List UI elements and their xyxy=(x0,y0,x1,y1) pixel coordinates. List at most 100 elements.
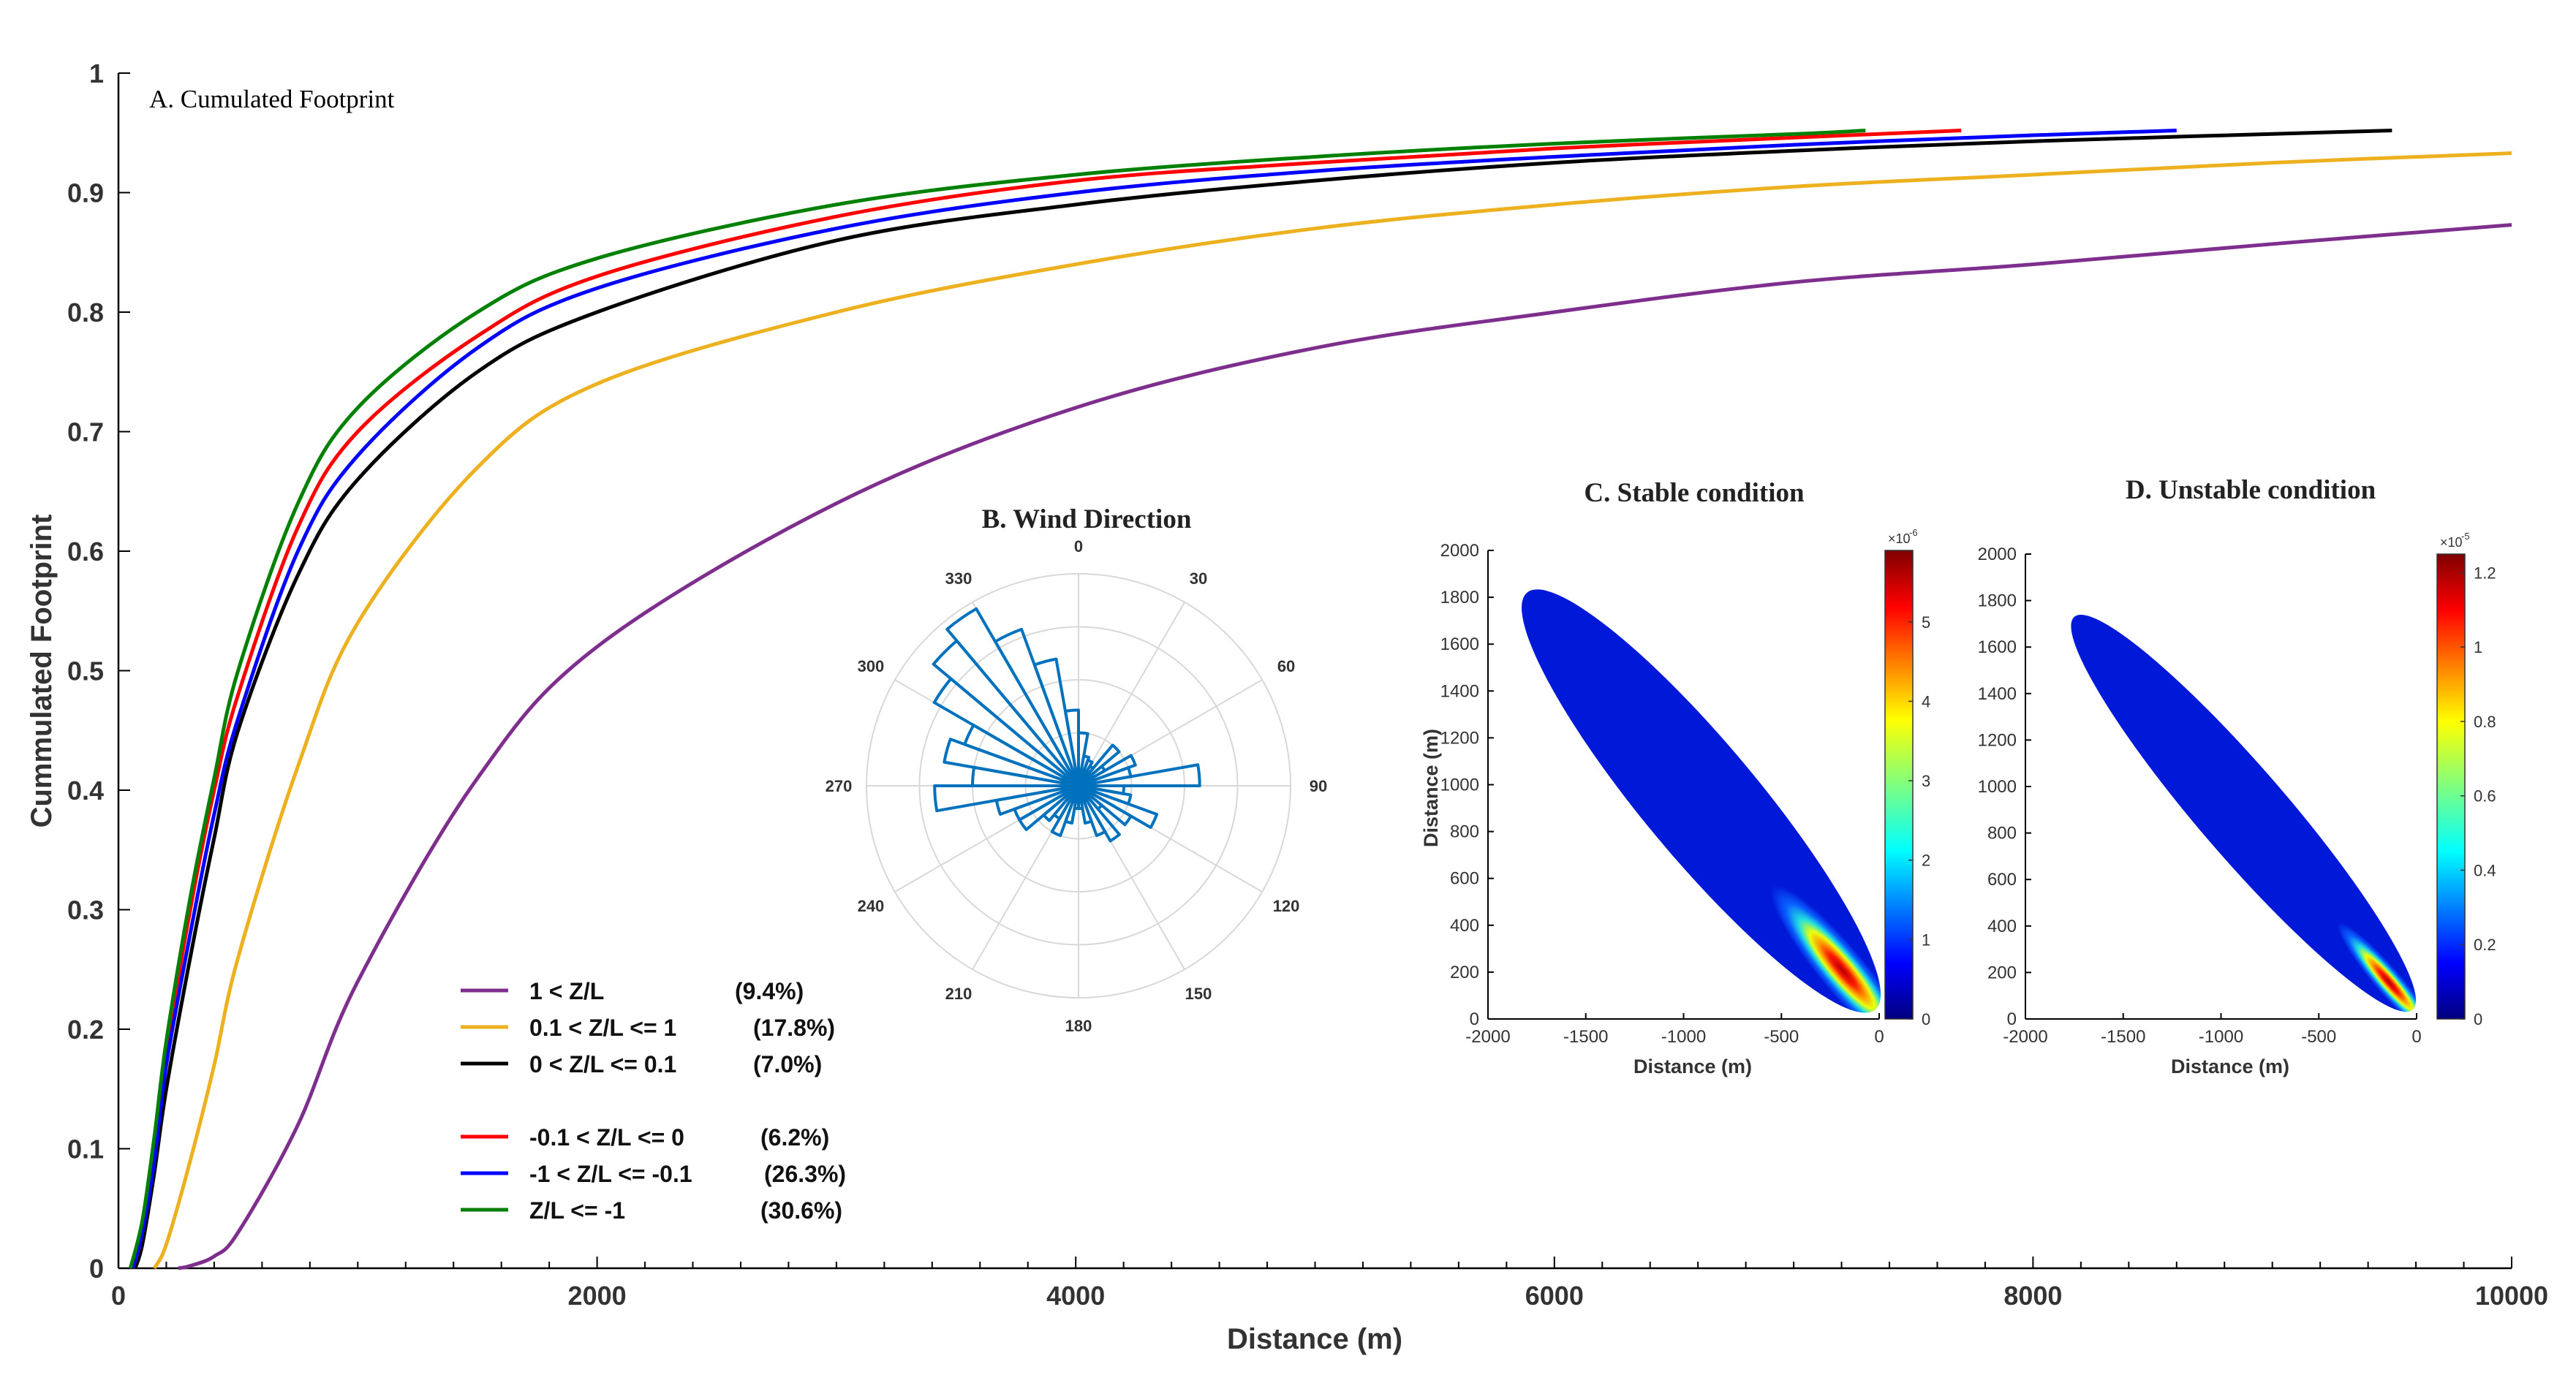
y-tick-label: 200 xyxy=(1987,963,2017,982)
legend-label-5: Z/L <= -1 xyxy=(529,1197,625,1224)
polar-spoke xyxy=(1078,602,1185,787)
y-tick-label: 0.9 xyxy=(67,178,104,208)
series-line-4 xyxy=(131,128,2177,1269)
series-line-3 xyxy=(131,128,1962,1269)
x-tick-label: 6000 xyxy=(1525,1281,1584,1311)
legend-label-4: -1 < Z/L <= -0.1 xyxy=(529,1161,692,1187)
angle-label: 60 xyxy=(1277,657,1295,675)
legend-label-2: 0 < Z/L <= 0.1 xyxy=(529,1051,676,1077)
y-tick-label: 2000 xyxy=(1978,545,2017,564)
panel-a-y-label: Cummulated Footprint xyxy=(26,515,58,828)
x-tick-label: 10000 xyxy=(2475,1281,2548,1311)
colorbar-tick-label: 0.4 xyxy=(2474,861,2496,879)
direction-bin-2 xyxy=(1077,758,1094,787)
panel-a-legend: 1 < Z/L (9.4%) 0.1 < Z/L <= 1 (17.8%) 0 < Z/… xyxy=(461,978,846,1224)
y-tick-label: 0 xyxy=(2007,1009,2017,1029)
direction-bin-28 xyxy=(943,738,1080,787)
y-tick-label: 800 xyxy=(1450,822,1479,842)
colorbar-tick-label: 4 xyxy=(1922,692,1930,711)
legend-share-3: (6.2%) xyxy=(760,1124,829,1151)
angle-label: 210 xyxy=(945,985,972,1003)
x-tick-label: -1500 xyxy=(2101,1027,2145,1047)
y-tick-label: 0.1 xyxy=(67,1134,104,1164)
panel-a-title: A. Cumulated Footprint xyxy=(149,85,395,113)
direction-bin-20 xyxy=(1050,784,1080,838)
footprint-plume xyxy=(2071,614,2417,1012)
direction-bin-12 xyxy=(1077,784,1133,827)
colorbar-tick-label: 0 xyxy=(2474,1010,2482,1028)
wind-direction-panel: B. Wind Direction 0 30 60 90 120 150 180 210 240… xyxy=(826,504,1328,1035)
y-tick-label: 1800 xyxy=(1978,591,2017,611)
panel-a-y-ticks: 0 0.1 0.2 0.3 0.4 0.5 0.6 0.7 0.8 0.9 1 xyxy=(67,58,130,1284)
angle-label: 270 xyxy=(826,777,853,795)
direction-bin-8 xyxy=(1077,763,1201,787)
angle-label: 240 xyxy=(858,897,885,915)
series-line-0 xyxy=(178,223,2512,1270)
panel-b-angle-labels: 0 30 60 90 120 150 180 210 240 270 300 330 xyxy=(826,537,1328,1035)
x-tick-label: -2000 xyxy=(2003,1027,2047,1047)
panel-c-axes: -2000 -1500 -1000 -500 0 0 200 400 600 800 1000 120… xyxy=(1440,541,1884,1047)
x-tick-label: 4000 xyxy=(1046,1281,1105,1311)
direction-bin-32 xyxy=(945,607,1080,787)
colorbar-tick-label: 0.6 xyxy=(2474,787,2496,806)
colorbar-tick-label: 2 xyxy=(1922,852,1930,870)
panel-d-heatmap xyxy=(2071,614,2417,1012)
panel-c-colorbar: 0 1 2 3 4 5 ×10-6 xyxy=(1884,527,1930,1028)
series-line-1 xyxy=(152,151,2512,1270)
panel-b-direction-bins xyxy=(932,607,1201,843)
x-tick-label: -500 xyxy=(1764,1027,1799,1047)
panel-c-title: C. Stable condition xyxy=(1584,478,1805,508)
y-tick-label: 0.5 xyxy=(67,656,104,686)
panel-c-x-label: Distance (m) xyxy=(1633,1056,1752,1077)
x-tick-label: 0 xyxy=(1874,1027,1884,1047)
unstable-footprint-panel: D. Unstable condition -2000 -1500 -1000 -50… xyxy=(1978,475,2496,1077)
direction-bin-16 xyxy=(1077,784,1093,825)
y-tick-label: 1000 xyxy=(1978,777,2017,797)
y-tick-label: 600 xyxy=(1450,869,1479,889)
colorbar-tick-label: 1.2 xyxy=(2474,564,2496,582)
panel-a-x-label: Distance (m) xyxy=(1227,1323,1402,1355)
legend-label-1: 0.1 < Z/L <= 1 xyxy=(529,1015,676,1041)
angle-label: 180 xyxy=(1065,1017,1092,1035)
direction-bin-35 xyxy=(1064,708,1080,787)
direction-bin-4 xyxy=(1077,743,1121,787)
x-tick-label: 8000 xyxy=(2003,1281,2062,1311)
y-tick-label: 400 xyxy=(1450,916,1479,936)
panel-d-axes: -2000 -1500 -1000 -500 0 0 200 400 600 800 1000 120… xyxy=(1978,545,2422,1047)
y-tick-label: 1400 xyxy=(1440,681,1479,701)
panel-d-title: D. Unstable condition xyxy=(2126,475,2376,505)
colorbar-tick-label: 3 xyxy=(1922,772,1930,790)
legend-share-2: (7.0%) xyxy=(753,1051,822,1077)
y-tick-label: 1600 xyxy=(1978,637,2017,657)
y-tick-label: 0.4 xyxy=(67,776,104,806)
y-tick-label: 1200 xyxy=(1978,730,2017,750)
colorbar-tick-label: 5 xyxy=(1922,613,1930,632)
legend-share-1: (17.8%) xyxy=(753,1015,835,1041)
direction-bin-26 xyxy=(933,784,1080,813)
legend-share-5: (30.6%) xyxy=(760,1197,842,1224)
panel-a-x-ticks: 0 2000 4000 6000 8000 10000 xyxy=(111,1257,2548,1311)
y-tick-label: 1600 xyxy=(1440,634,1479,654)
y-tick-label: 0 xyxy=(89,1254,104,1284)
colorbar-tick-label: 0.2 xyxy=(2474,936,2496,954)
angle-label: 120 xyxy=(1273,897,1300,915)
panel-b-title: B. Wind Direction xyxy=(982,504,1192,534)
series-line-5 xyxy=(128,128,1866,1269)
panel-c-heatmap xyxy=(1522,589,1881,1013)
legend-share-0: (9.4%) xyxy=(735,978,804,1004)
x-tick-label: -1000 xyxy=(1661,1027,1706,1047)
y-tick-label: 0 xyxy=(1470,1009,1479,1029)
direction-bin-11 xyxy=(1077,784,1159,829)
y-tick-label: 0.3 xyxy=(67,895,104,925)
y-tick-label: 0.8 xyxy=(67,298,104,327)
direction-bin-1 xyxy=(1077,754,1091,787)
y-tick-label: 400 xyxy=(1987,917,2017,936)
direction-bin-33 xyxy=(994,627,1080,787)
y-tick-label: 1400 xyxy=(1978,684,2017,704)
panel-a-series-lines xyxy=(128,128,2512,1270)
panel-c-y-label: Distance (m) xyxy=(1420,729,1442,847)
y-tick-label: 2000 xyxy=(1440,541,1479,561)
series-line-2 xyxy=(133,128,2392,1269)
panel-d-colorbar: 0 0.2 0.4 0.6 0.8 1 1.2 ×10-5 xyxy=(2436,531,2496,1028)
direction-bin-30 xyxy=(932,677,1080,787)
